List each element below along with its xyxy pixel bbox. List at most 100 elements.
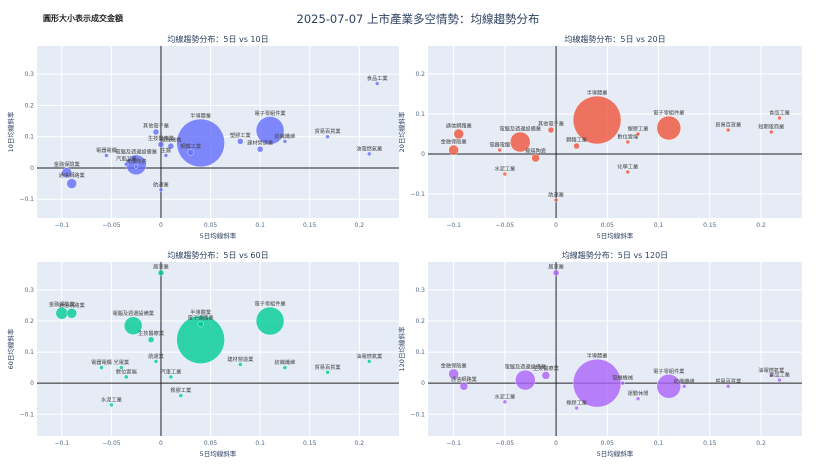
subplot-title: 均線趨勢分布：5日 vs 20日: [564, 34, 665, 44]
data-point-label: 短期電商業: [758, 123, 784, 131]
data-point: [119, 365, 124, 370]
x-tick-label: 0.05: [601, 222, 615, 229]
data-point: [769, 373, 774, 378]
data-point: [157, 141, 165, 148]
data-point: [777, 115, 782, 121]
data-point: [547, 126, 555, 134]
y-tick-label: 0.3: [415, 287, 425, 294]
data-point: [157, 269, 165, 277]
data-point: [124, 374, 129, 380]
data-point: [656, 115, 681, 141]
data-point-label: 數位雲端: [617, 133, 638, 141]
data-point: [448, 368, 459, 380]
data-point: [367, 359, 372, 364]
x-tick-label: 0.1: [654, 222, 664, 229]
data-point: [238, 362, 243, 367]
data-point: [510, 131, 531, 153]
y-tick-label: −0.1: [19, 411, 34, 418]
x-tick-label: 0.2: [355, 222, 365, 229]
y-tick-label: 0.3: [24, 71, 34, 78]
x-tick-label: 0.1: [255, 440, 265, 447]
data-point-label: 電機機械: [161, 136, 182, 144]
data-point-label: 電腦及週邊設備業: [112, 309, 154, 317]
data-point-label: 金融保險業: [441, 361, 467, 369]
data-point-label: 電器電纜: [91, 358, 113, 366]
data-point: [681, 384, 687, 389]
x-tick-label: 0: [554, 222, 558, 229]
data-point: [152, 128, 160, 136]
data-point: [153, 359, 159, 364]
y-tick-label: 0.1: [24, 134, 34, 141]
subplot-title: 均線趨勢分布：5日 vs 60日: [167, 250, 268, 260]
x-tick-label: −0.05: [102, 222, 121, 229]
data-point-label: 半導體業: [587, 89, 608, 97]
data-point: [282, 365, 288, 370]
data-point: [256, 145, 264, 153]
x-axis-label: 5日均線斜率: [200, 231, 237, 240]
subplot-2: −0.1 −0.05 0 0.05 0.1 0.15 0.2 −0.1 0 0.1 0.2 半導體業電…: [397, 34, 802, 240]
data-point-label: 貿易百貨業: [715, 121, 741, 129]
data-point-label: 食品工業: [367, 74, 388, 82]
data-point-label: 電腦及週邊設備業: [115, 147, 157, 155]
x-tick-label: 0.2: [756, 222, 766, 229]
data-point: [187, 149, 194, 156]
y-tick-label: 0.2: [415, 71, 425, 78]
data-point-label: 電子通路業: [188, 314, 214, 322]
data-point: [625, 169, 631, 175]
data-point-label: 建材營造業: [247, 139, 273, 147]
x-tick-label: 0.05: [601, 440, 615, 447]
data-point: [158, 187, 164, 193]
data-point-label: 鋼鐵工業: [180, 142, 201, 150]
y-tick-label: 0.1: [24, 349, 34, 356]
data-point: [635, 396, 641, 401]
data-point-label: 光電業: [114, 358, 130, 366]
data-point: [124, 316, 143, 335]
data-point: [448, 144, 459, 156]
data-point: [541, 371, 551, 380]
plot-area: [428, 262, 802, 436]
data-point-label: 水泥工業: [494, 165, 515, 173]
data-point: [255, 306, 285, 336]
data-point-label: 貿易百貨業: [315, 363, 341, 371]
data-point: [374, 81, 380, 86]
data-point: [178, 393, 184, 398]
subplot-3: −0.1 −0.05 0 0.05 0.1 0.15 0.2 −0.1 0 0.1 0.2 0.3 半導…: [6, 250, 399, 458]
y-tick-label: 0: [30, 380, 34, 387]
y-tick-label: 0.2: [24, 102, 34, 109]
data-point-label: 航運業: [148, 352, 164, 360]
data-point-label: 運動休閒: [628, 389, 649, 397]
data-point-label: 化學工業: [617, 163, 638, 171]
data-point-label: 食品工業: [769, 371, 790, 379]
data-point: [197, 320, 204, 328]
data-point: [133, 164, 139, 169]
subplot-4: −0.1 −0.05 0 0.05 0.1 0.15 0.2 −0.1 0 0.1 0.2 0.3 半導…: [397, 250, 802, 458]
data-point-label: 水泥工業: [494, 392, 515, 400]
data-point-label: 玻璃陶瓷: [126, 157, 147, 165]
data-point-label: 半導體業: [587, 352, 608, 360]
data-point: [572, 95, 622, 145]
data-point-label: 橡膠工業: [170, 386, 191, 394]
data-point-label: 建材營造業: [227, 355, 253, 363]
data-point-label: 電子零組件業: [653, 367, 684, 375]
data-point: [237, 138, 244, 145]
data-point: [777, 377, 782, 383]
x-tick-label: 0.05: [204, 222, 218, 229]
x-tick-label: −0.05: [496, 440, 515, 447]
data-point: [147, 336, 155, 343]
data-point-label: 貿易百貨業: [715, 377, 741, 385]
y-axis-label: 20日均線斜率: [397, 111, 406, 152]
data-point: [325, 370, 330, 375]
data-point: [553, 197, 559, 203]
y-tick-label: 0: [421, 380, 425, 387]
x-tick-label: 0.15: [303, 440, 317, 447]
data-point: [515, 369, 536, 391]
x-tick-label: 0.1: [654, 440, 664, 447]
data-point-label: 居家業: [153, 262, 169, 270]
data-point: [66, 308, 77, 319]
data-point-label: 航運業: [153, 180, 169, 188]
data-point-label: 電機機械: [612, 374, 633, 382]
data-point-label: 電腦及週邊設備業: [499, 125, 541, 133]
data-point-label: 通信網路業: [446, 122, 472, 130]
data-point: [620, 380, 625, 386]
x-tick-label: 0.2: [756, 440, 766, 447]
